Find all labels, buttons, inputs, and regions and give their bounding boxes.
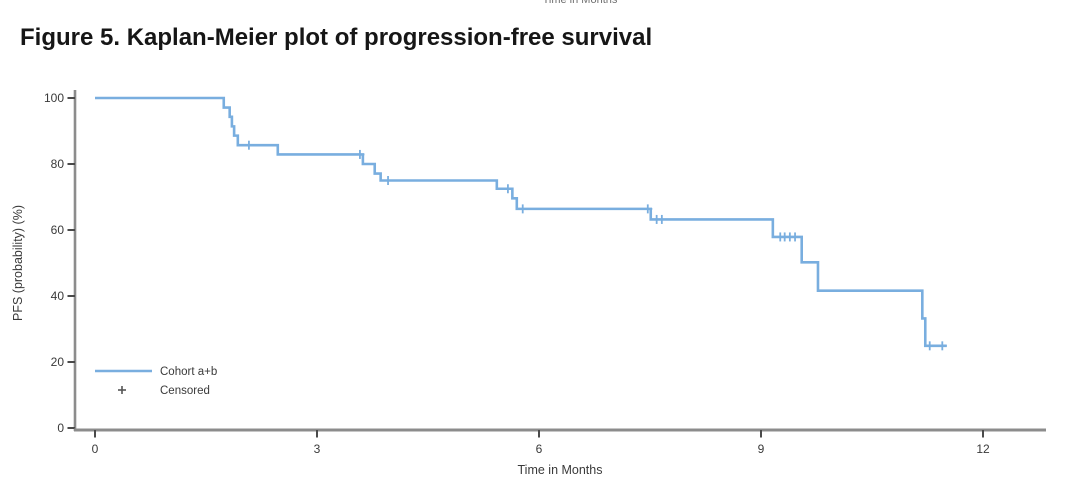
legend-label-censored: Censored [160,385,210,397]
y-axis: 0 20 40 60 80 100 [44,90,77,435]
x-tick-label: 12 [976,442,990,456]
y-tick-label: 80 [51,157,65,171]
x-axis-title: Time in Months [518,463,603,477]
x-axis: 0 3 6 9 12 [74,428,1046,456]
y-axis-title: PFS (probability) (%) [11,205,25,321]
clipped-caption-text: Time in Months [542,0,618,6]
y-tick-label: 20 [51,355,65,369]
km-step-line [95,96,947,348]
x-tick-label: 9 [758,442,765,456]
x-tick-label: 3 [314,442,321,456]
y-tick-label: 60 [51,223,65,237]
legend-label-cohort: Cohort a+b [160,366,217,378]
censor-marks [244,140,947,351]
axis-labels: PFS (probability) (%) Time in Months [11,205,602,477]
y-tick-label: 0 [57,421,64,435]
y-tick-label: 40 [51,289,65,303]
clipped-caption-fragment: Time in Months [500,0,660,6]
survival-curve [95,96,947,348]
legend: Cohort a+b Censored [95,366,217,397]
x-tick-label: 0 [92,442,99,456]
figure-title: Figure 5. Kaplan-Meier plot of progressi… [20,24,653,51]
y-tick-label: 100 [44,91,64,105]
x-tick-label: 6 [536,442,543,456]
